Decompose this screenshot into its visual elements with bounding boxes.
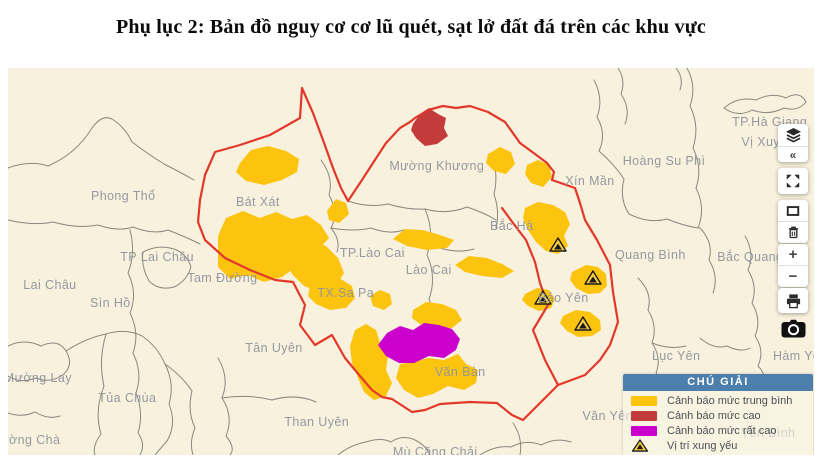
minus-icon: −	[788, 268, 798, 285]
fullscreen-button[interactable]	[778, 168, 808, 194]
fullscreen-control	[778, 168, 808, 194]
hazard-triangle-icon	[631, 439, 649, 452]
legend-label: Cảnh báo mức trung bình	[667, 394, 793, 407]
fullscreen-icon	[786, 174, 800, 188]
legend-label: Cảnh báo mức cao	[667, 409, 761, 422]
draw-control	[778, 200, 808, 243]
collapse-button[interactable]: «	[778, 146, 808, 162]
legend-item-very-high: Cảnh báo mức rất cao	[631, 423, 807, 438]
district-boundaries	[8, 68, 807, 455]
warning-zones-medium	[218, 146, 607, 400]
delete-shape-button[interactable]	[778, 221, 808, 243]
zoom-in-button[interactable]: +	[778, 244, 808, 265]
map-canvas[interactable]: Phong Thổ Bát Xát TP Lai Châu Tam Đường Lai …	[8, 68, 814, 455]
zoom-control: + −	[778, 244, 808, 287]
legend-label: Vị trí xung yếu	[667, 439, 738, 452]
screenshot-button[interactable]	[778, 316, 808, 340]
page-title: Phụ lục 2: Bản đồ nguy cơ cơ lũ quét, sạ…	[116, 16, 706, 38]
legend-label: Cảnh báo mức rất cao	[667, 424, 777, 437]
print-control	[778, 288, 808, 313]
legend-item-vulnerable-point: Vị trí xung yếu	[631, 438, 807, 453]
warning-zone-very-high	[378, 323, 460, 363]
legend-swatch-high	[631, 410, 657, 421]
legend-body: Cảnh báo mức trung bình Cảnh báo mức cao…	[623, 391, 813, 453]
warning-zone-high	[411, 108, 448, 146]
legend-header: CHÚ GIẢI	[623, 374, 813, 391]
legend-item-medium: Cảnh báo mức trung bình	[631, 393, 807, 408]
vulnerable-point-markers[interactable]	[534, 237, 602, 331]
layers-icon	[785, 127, 801, 143]
print-button[interactable]	[778, 288, 808, 313]
map-graphics	[8, 68, 807, 455]
screenshot-control	[778, 316, 808, 340]
layers-control: «	[778, 124, 808, 162]
rectangle-icon	[786, 205, 800, 216]
camera-icon	[781, 319, 805, 337]
layers-button[interactable]	[778, 124, 808, 146]
legend-swatch-medium	[631, 395, 657, 406]
trash-icon	[788, 226, 798, 239]
legend-swatch-very-high	[631, 425, 657, 436]
legend-item-high: Cảnh báo mức cao	[631, 408, 807, 423]
draw-rectangle-button[interactable]	[778, 200, 808, 221]
province-boundary	[196, 86, 620, 422]
plus-icon: +	[788, 246, 798, 263]
collapse-chevrons: «	[789, 147, 797, 162]
printer-icon	[786, 293, 800, 308]
map-legend: CHÚ GIẢI Cảnh báo mức trung bình Cảnh bá…	[623, 374, 813, 455]
zoom-out-button[interactable]: −	[778, 265, 808, 287]
